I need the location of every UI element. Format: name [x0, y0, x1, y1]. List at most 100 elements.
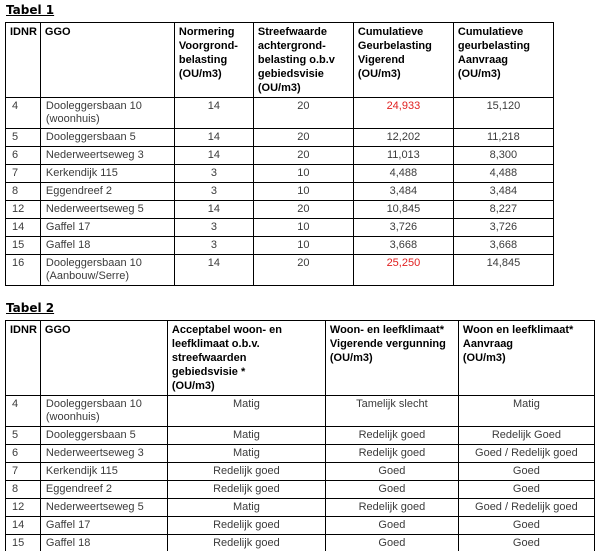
table2-row-7: 15 Gaffel 18 Redelijk goed Goed Goed	[5, 534, 595, 551]
table2-cell-r0-c1: Dooleggersbaan 10 (woonhuis)	[39, 395, 168, 427]
table1-cell-r5-c3: 20	[252, 200, 354, 219]
table2-cell-r7-c1: Gaffel 18	[39, 534, 168, 551]
table1-cell-r0-c2: 14	[173, 97, 254, 129]
table2-cell-r0-c2: Matig	[166, 395, 326, 427]
table1-row-8: 16 Dooleggersbaan 10 (Aanbouw/Serre) 14 20 2…	[5, 254, 554, 286]
table1-cell-r3-c5: 4,488	[452, 164, 554, 183]
table2-cell-r0-c3: Tamelijk slecht	[324, 395, 459, 427]
table1-cell-r2-c2: 14	[173, 146, 254, 165]
table1-header-row: IDNR GGO Normering Voorgrond- belasting (O…	[5, 22, 554, 98]
table1-cell-r2-c3: 20	[252, 146, 354, 165]
table2-cell-r2-c3: Redelijk goed	[324, 444, 459, 463]
table1-cell-r7-c0: 15	[5, 236, 41, 255]
table2-cell-r4-c0: 8	[5, 480, 41, 499]
table2-cell-r3-c1: Kerkendijk 115	[39, 462, 168, 481]
table1-cell-r0-c1: Dooleggersbaan 10 (woonhuis)	[39, 97, 175, 129]
table2-cell-r0-c4: Matig	[457, 395, 595, 427]
table1-cell-r7-c2: 3	[173, 236, 254, 255]
table1-cell-r2-c5: 8,300	[452, 146, 554, 165]
table1-cell-r7-c1: Gaffel 18	[39, 236, 175, 255]
table1-header-2: Normering Voorgrond- belasting (OU/m3)	[173, 22, 254, 98]
table1: IDNR GGO Normering Voorgrond- belasting (O…	[5, 22, 554, 286]
table1-title: Tabel 1	[6, 3, 55, 17]
table1-header-4: Cumulatieve Geurbelasting Vigerend (OU/m…	[352, 22, 454, 98]
table1-cell-r0-c3: 20	[252, 97, 354, 129]
table2-header-0: IDNR	[5, 320, 41, 396]
table2-cell-r1-c1: Dooleggersbaan 5	[39, 426, 168, 445]
table2-header-2: Acceptabel woon- en leefklimaat o.b.v. s…	[166, 320, 326, 396]
table2-header-row: IDNR GGO Acceptabel woon- en leefklimaat o…	[5, 320, 595, 396]
table2-header-4: Woon en leefklimaat* Aanvraag (OU/m3)	[457, 320, 595, 396]
table2-cell-r4-c1: Eggendreef 2	[39, 480, 168, 499]
table1-cell-r0-c4: 24,933	[352, 97, 454, 129]
table1-cell-r1-c5: 11,218	[452, 128, 554, 147]
table2-cell-r2-c2: Matig	[166, 444, 326, 463]
table2-cell-r1-c3: Redelijk goed	[324, 426, 459, 445]
table1-row-5: 12 Nederweertseweg 5 14 20 10,845 8,227	[5, 200, 554, 219]
table1-cell-r3-c3: 10	[252, 164, 354, 183]
table1-header-1: GGO	[39, 22, 175, 98]
table1-cell-r8-c1: Dooleggersbaan 10 (Aanbouw/Serre)	[39, 254, 175, 286]
table2-cell-r4-c4: Goed	[457, 480, 595, 499]
table2-row-3: 7 Kerkendijk 115 Redelijk goed Goed Goed	[5, 462, 595, 481]
table1-row-2: 6 Nederweertseweg 3 14 20 11,013 8,300	[5, 146, 554, 165]
table2-body: 4 Dooleggersbaan 10 (woonhuis) Matig Tameli…	[5, 395, 595, 551]
table2-cell-r7-c4: Goed	[457, 534, 595, 551]
table2-cell-r3-c4: Goed	[457, 462, 595, 481]
table1-row-0: 4 Dooleggersbaan 10 (woonhuis) 14 20 24,933 1…	[5, 97, 554, 129]
table2-cell-r5-c4: Goed / Redelijk goed	[457, 498, 595, 517]
table1-cell-r4-c1: Eggendreef 2	[39, 182, 175, 201]
table2-cell-r6-c1: Gaffel 17	[39, 516, 168, 535]
table1-cell-r1-c3: 20	[252, 128, 354, 147]
table2-row-2: 6 Nederweertseweg 3 Matig Redelijk goed Goed…	[5, 444, 595, 463]
table2-cell-r1-c4: Redelijk Goed	[457, 426, 595, 445]
table2-cell-r4-c2: Redelijk goed	[166, 480, 326, 499]
table2-row-0: 4 Dooleggersbaan 10 (woonhuis) Matig Tameli…	[5, 395, 595, 427]
table2-cell-r2-c4: Goed / Redelijk goed	[457, 444, 595, 463]
table1-row-4: 8 Eggendreef 2 3 10 3,484 3,484	[5, 182, 554, 201]
table1-cell-r6-c5: 3,726	[452, 218, 554, 237]
table2-row-5: 12 Nederweertseweg 5 Matig Redelijk goed Goe…	[5, 498, 595, 517]
table2-cell-r6-c3: Goed	[324, 516, 459, 535]
table2-title: Tabel 2	[6, 301, 55, 315]
table1-cell-r7-c4: 3,668	[352, 236, 454, 255]
table1-cell-r4-c2: 3	[173, 182, 254, 201]
table2-cell-r4-c3: Goed	[324, 480, 459, 499]
table1-cell-r8-c5: 14,845	[452, 254, 554, 286]
table2-header-3: Woon- en leefklimaat* Vigerende vergunni…	[324, 320, 459, 396]
table1-cell-r4-c3: 10	[252, 182, 354, 201]
table1-body: 4 Dooleggersbaan 10 (woonhuis) 14 20 24,933 1…	[5, 97, 554, 286]
table2-cell-r7-c2: Redelijk goed	[166, 534, 326, 551]
table1-row-3: 7 Kerkendijk 115 3 10 4,488 4,488	[5, 164, 554, 183]
table1-row-1: 5 Dooleggersbaan 5 14 20 12,202 11,218	[5, 128, 554, 147]
table1-header-5: Cumulatieve geurbelasting Aanvraag (OU/m…	[452, 22, 554, 98]
table1-cell-r5-c4: 10,845	[352, 200, 454, 219]
table2-cell-r3-c3: Goed	[324, 462, 459, 481]
table1-cell-r7-c5: 3,668	[452, 236, 554, 255]
table2-cell-r5-c3: Redelijk goed	[324, 498, 459, 517]
table2-cell-r6-c2: Redelijk goed	[166, 516, 326, 535]
table1-cell-r5-c5: 8,227	[452, 200, 554, 219]
table2-cell-r0-c0: 4	[5, 395, 41, 427]
table1-cell-r2-c4: 11,013	[352, 146, 454, 165]
table1-cell-r5-c1: Nederweertseweg 5	[39, 200, 175, 219]
table1-cell-r8-c3: 20	[252, 254, 354, 286]
table2-cell-r1-c0: 5	[5, 426, 41, 445]
table2-row-6: 14 Gaffel 17 Redelijk goed Goed Goed	[5, 516, 595, 535]
table2-cell-r2-c0: 6	[5, 444, 41, 463]
table1-cell-r6-c0: 14	[5, 218, 41, 237]
table1-header-3: Streefwaarde achtergrond- belasting o.b.…	[252, 22, 354, 98]
table1-cell-r6-c2: 3	[173, 218, 254, 237]
table1-cell-r3-c2: 3	[173, 164, 254, 183]
table1-cell-r6-c1: Gaffel 17	[39, 218, 175, 237]
table1-cell-r5-c0: 12	[5, 200, 41, 219]
table1-cell-r2-c0: 6	[5, 146, 41, 165]
table2-cell-r5-c2: Matig	[166, 498, 326, 517]
table2-cell-r7-c0: 15	[5, 534, 41, 551]
table1-cell-r4-c4: 3,484	[352, 182, 454, 201]
table1-cell-r3-c1: Kerkendijk 115	[39, 164, 175, 183]
table1-cell-r1-c2: 14	[173, 128, 254, 147]
table2: IDNR GGO Acceptabel woon- en leefklimaat o…	[5, 320, 595, 551]
table1-header-0: IDNR	[5, 22, 41, 98]
